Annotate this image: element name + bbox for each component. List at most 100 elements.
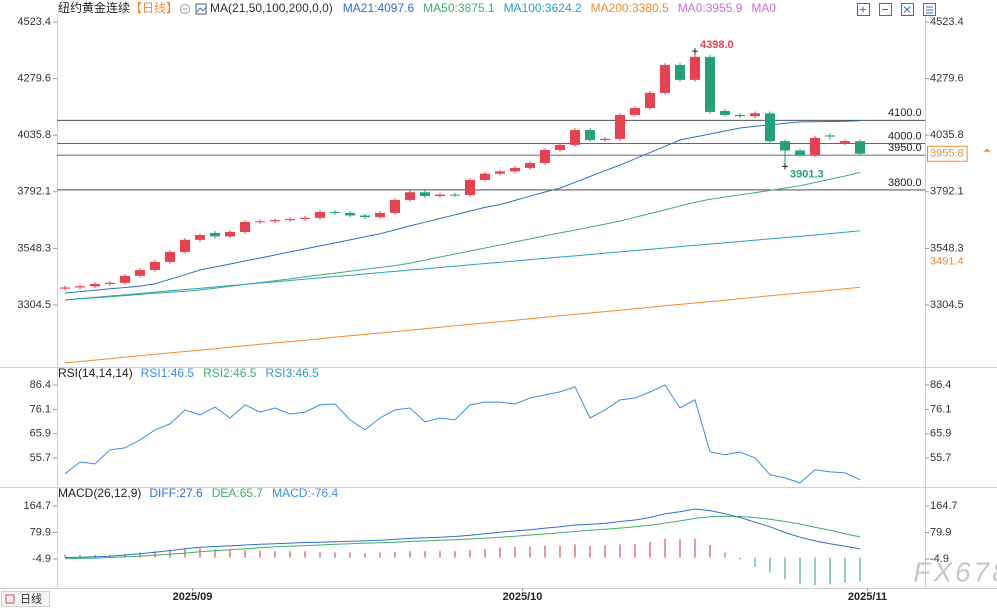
candle-body	[780, 141, 790, 151]
y-tick-label: 3304.5	[17, 299, 51, 311]
y-tick-label: 86.4	[930, 379, 951, 391]
candle-body	[480, 173, 490, 180]
legend-entry: MA100:3624.2	[504, 1, 582, 15]
candle-body	[720, 111, 730, 115]
period-button-label[interactable]: 日线	[20, 591, 42, 605]
legend-entry: DEA:65.7	[212, 486, 264, 500]
x-tick-label: 2025/11	[848, 591, 887, 603]
candle-body	[615, 114, 625, 139]
y-tick-label: 4279.6	[17, 72, 51, 84]
y-tick-label: -4.9	[930, 553, 949, 565]
candle-body	[510, 167, 520, 172]
candle-body	[450, 194, 460, 196]
candle-body	[855, 141, 865, 154]
candle-body	[810, 137, 820, 155]
icon-glyph	[860, 6, 866, 13]
y-tick-label: 3548.3	[930, 242, 964, 254]
button-icon	[5, 594, 15, 604]
indicator-line	[64, 508, 861, 558]
legend-entry: RSI3:46.5	[265, 366, 319, 380]
indicator-line	[64, 230, 861, 301]
icon-button[interactable]	[879, 3, 892, 16]
panel-title: RSI(14,14,14)	[58, 366, 133, 380]
candle-body	[705, 56, 715, 112]
candle-body	[360, 215, 370, 218]
candle-body	[315, 211, 325, 218]
y-tick-label: 3548.3	[17, 242, 51, 254]
candle-body	[840, 141, 850, 144]
collapse-icon[interactable]	[180, 4, 191, 14]
candle-body	[570, 130, 580, 145]
extreme-marker	[692, 48, 698, 55]
legend-entry: MA0:3955.9	[678, 1, 743, 15]
price-level-label: 3800.0	[888, 177, 922, 189]
legend-entry: MA200:3380.5	[591, 1, 669, 15]
icon-glyph	[926, 6, 933, 14]
panel-title: MACD(26,12,9)	[58, 486, 141, 500]
legend-entry: DIFF:27.6	[149, 486, 203, 500]
candle-body	[210, 232, 220, 237]
y-tick-label: 76.1	[930, 403, 951, 415]
candle-body	[585, 130, 595, 141]
candle-body	[60, 287, 70, 289]
indicator-line	[64, 515, 861, 560]
x-tick-label: 2025/09	[173, 591, 213, 603]
candle-body	[540, 150, 550, 164]
toolbar-icons	[857, 3, 936, 16]
candle-body	[420, 192, 430, 196]
icon-glyph	[903, 6, 911, 13]
price-level-label: 3950.0	[888, 142, 922, 154]
candle-body	[165, 251, 175, 262]
candle-body	[330, 211, 340, 213]
icon-button[interactable]	[857, 3, 870, 16]
y-tick-label: 86.4	[30, 379, 51, 391]
candle-body	[75, 286, 85, 288]
price-tag: 3955.8	[930, 148, 964, 160]
legend-entry: RSI1:46.5	[141, 366, 195, 380]
y-tick-label: 164.7	[930, 500, 958, 512]
candle-body	[240, 221, 250, 232]
candle-body	[405, 192, 415, 200]
candle-body	[825, 135, 835, 137]
candle-body	[675, 65, 685, 80]
candle-body	[105, 282, 115, 284]
extreme-marker	[782, 163, 788, 170]
period-button[interactable]: 日线	[1, 591, 50, 607]
legend-entry: MACD:-76.4	[272, 486, 338, 500]
y-tick-label: 4523.4	[17, 16, 51, 28]
candle-body	[690, 56, 700, 80]
period-label: 【日线】	[130, 1, 178, 15]
y-tick-label: 164.7	[23, 500, 51, 512]
legend-entry: MA50:3875.1	[423, 1, 495, 15]
candle-body	[270, 220, 280, 222]
price-tag: 3491.4	[930, 255, 964, 267]
price-tag-arrow	[983, 148, 991, 152]
candle-body	[465, 179, 475, 196]
legend-entry: RSI2:46.5	[203, 366, 257, 380]
indicator-icon[interactable]	[195, 3, 207, 15]
y-tick-label: 79.9	[30, 526, 51, 538]
y-tick-label: 3792.1	[930, 186, 964, 198]
price-level-label: 4000.0	[888, 130, 922, 142]
candle-body	[645, 92, 655, 108]
icon-button[interactable]	[901, 3, 914, 16]
legend-entry: MA21:4097.6	[343, 1, 415, 15]
icon-button[interactable]	[923, 3, 936, 16]
price-tag-frame	[927, 145, 968, 162]
legend-entry: MA0	[751, 1, 776, 15]
candle-body	[375, 212, 385, 218]
candle-body	[90, 283, 100, 287]
indicator-line	[64, 172, 861, 301]
candle-body	[600, 138, 610, 141]
y-tick-label: 76.1	[30, 403, 51, 415]
candle-body	[495, 171, 505, 174]
indicator-icon	[196, 6, 207, 13]
candle-body	[150, 261, 160, 271]
y-tick-label: 3304.5	[930, 299, 964, 311]
candle-body	[750, 113, 760, 117]
y-tick-label: 4035.8	[930, 129, 964, 141]
candle-body	[525, 163, 535, 168]
